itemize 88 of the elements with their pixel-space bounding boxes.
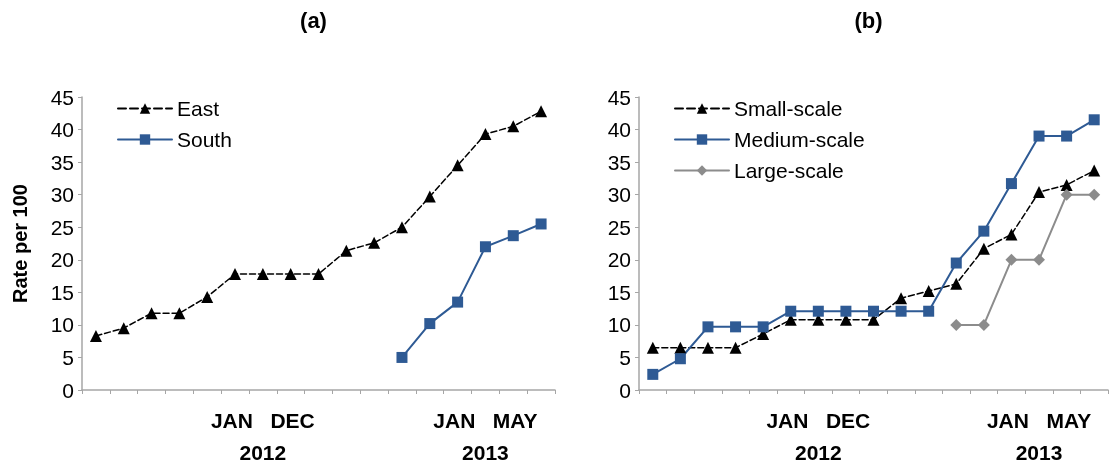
- chart-title: (a): [300, 7, 327, 33]
- point: [729, 341, 742, 354]
- point: [452, 296, 464, 308]
- point: [535, 105, 548, 118]
- point: [674, 341, 687, 354]
- point: [507, 120, 520, 133]
- point: [1033, 130, 1045, 142]
- point: [895, 292, 908, 305]
- y-axis-title: Rate per 100: [9, 184, 31, 303]
- legend-label: East: [177, 97, 220, 120]
- y-tick-label: 40: [607, 118, 631, 142]
- point: [702, 321, 714, 333]
- point: [424, 318, 436, 330]
- point: [312, 268, 325, 281]
- y-tick-label: 25: [607, 215, 631, 239]
- y-tick-label: 5: [62, 345, 74, 369]
- point: [1060, 188, 1073, 201]
- point: [201, 290, 214, 303]
- point: [730, 321, 742, 333]
- point: [256, 268, 269, 281]
- point: [923, 305, 935, 317]
- point: [173, 307, 186, 320]
- point: [396, 351, 408, 363]
- y-tick-label: 15: [607, 280, 631, 304]
- point: [785, 305, 797, 317]
- y-tick-label: 40: [50, 118, 74, 142]
- point: [117, 322, 130, 335]
- y-tick-label: 0: [619, 378, 631, 402]
- point: [1005, 253, 1018, 266]
- point: [368, 236, 381, 249]
- y-tick-label: 5: [619, 345, 631, 369]
- point: [451, 159, 464, 172]
- point: [395, 221, 408, 234]
- point: [701, 341, 714, 354]
- y-tick-label: 10: [607, 313, 631, 337]
- point: [674, 353, 686, 365]
- point: [1088, 188, 1101, 201]
- point: [1088, 114, 1100, 126]
- point: [950, 257, 962, 269]
- y-tick-label: 0: [62, 378, 74, 402]
- point: [1061, 130, 1073, 142]
- point: [423, 190, 436, 203]
- point: [535, 218, 547, 230]
- point: [507, 230, 519, 242]
- point: [895, 305, 907, 317]
- y-tick-label: 15: [50, 280, 74, 304]
- point: [1060, 178, 1073, 191]
- point: [1005, 178, 1017, 190]
- point: [145, 307, 158, 320]
- point: [1033, 253, 1046, 266]
- point: [840, 305, 852, 317]
- point: [284, 268, 297, 281]
- y-tick-label: 20: [607, 248, 631, 272]
- y-tick-label: 35: [50, 150, 74, 174]
- y-tick-label: 45: [607, 85, 631, 109]
- y-tick-label: 20: [50, 248, 74, 272]
- y-tick-label: 30: [50, 183, 74, 207]
- point: [1033, 186, 1046, 199]
- point: [978, 225, 990, 237]
- point: [868, 305, 879, 317]
- point: [229, 268, 242, 281]
- point: [950, 277, 963, 290]
- legend-label: Small-scale: [734, 97, 843, 120]
- point: [479, 128, 492, 141]
- point: [646, 341, 659, 354]
- x-tick-label: JAN MAY 2013: [986, 408, 1092, 464]
- x-tick-label: JAN DEC 2012: [210, 408, 315, 464]
- point: [89, 329, 102, 342]
- y-tick-label: 10: [50, 313, 74, 337]
- legend-label: South: [177, 128, 232, 151]
- point: [1005, 228, 1018, 241]
- point: [479, 241, 491, 253]
- point: [757, 321, 769, 333]
- x-tick-label: JAN MAY 2013: [433, 408, 538, 464]
- point: [1088, 164, 1101, 177]
- point: [922, 285, 935, 298]
- chart-title: (b): [854, 7, 883, 33]
- point: [647, 368, 659, 380]
- point: [340, 244, 353, 257]
- y-tick-label: 35: [607, 150, 631, 174]
- y-tick-label: 30: [607, 183, 631, 207]
- y-tick-label: 25: [50, 215, 74, 239]
- y-tick-label: 45: [50, 85, 74, 109]
- legend-label: Large-scale: [734, 159, 844, 182]
- legend-label: Medium-scale: [734, 128, 865, 151]
- point: [977, 242, 990, 255]
- point: [812, 305, 824, 317]
- x-tick-label: JAN DEC 2012: [766, 408, 871, 464]
